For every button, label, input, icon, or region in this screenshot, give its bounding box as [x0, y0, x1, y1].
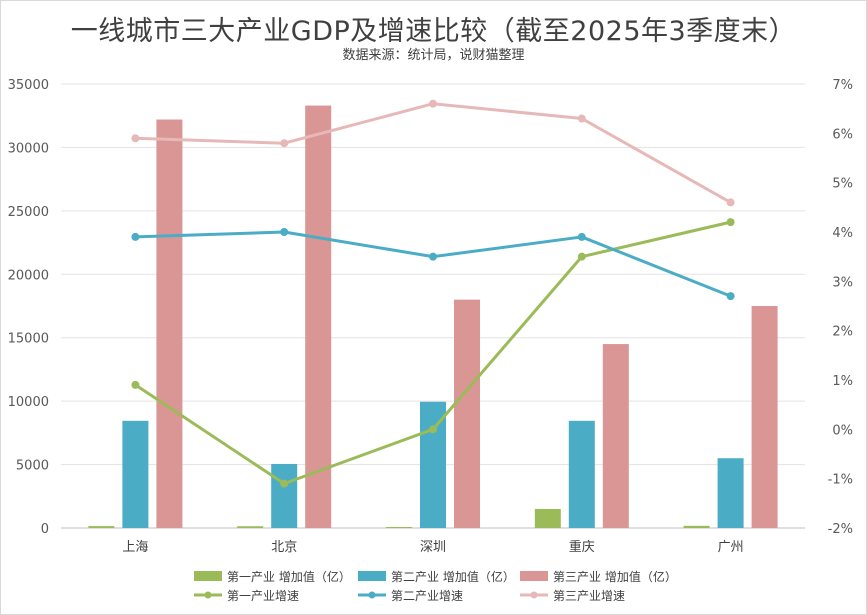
legend-label: 第三产业增速	[553, 589, 625, 603]
line-point-series-2	[131, 232, 140, 241]
line-point-series-3	[280, 139, 289, 148]
right-axis-tick-label: 4%	[832, 226, 853, 241]
legend-swatch-marker-1	[204, 591, 212, 599]
left-axis-tick-label: 5000	[16, 459, 49, 474]
line-point-series-1	[726, 218, 735, 227]
left-axis-tick-label: 0	[41, 522, 49, 537]
x-axis-category-label: 北京	[271, 540, 297, 555]
right-axis-tick-label: 0%	[832, 423, 853, 438]
bar-series-2	[420, 401, 446, 528]
legend-swatch-bar-3	[520, 571, 548, 581]
bar-series-2	[568, 420, 595, 528]
line-point-series-1	[131, 380, 140, 389]
x-axis-category-label: 重庆	[569, 539, 595, 555]
bar-series-2	[122, 420, 149, 528]
left-axis-tick-label: 10000	[8, 395, 49, 410]
line-point-series-2	[429, 252, 437, 261]
bar-series-2	[271, 463, 298, 528]
right-axis-tick-label: 6%	[832, 127, 853, 142]
left-axis-tick-label: 25000	[8, 205, 49, 220]
left-axis-tick-label: 20000	[8, 268, 49, 283]
legend-swatch-bar-2	[358, 571, 386, 581]
right-axis-tick-label: 2%	[832, 325, 853, 340]
line-series-3	[133, 102, 733, 204]
bar-series-3	[602, 344, 629, 528]
bar-series-1	[534, 508, 561, 528]
chart-title: 一线城市三大产业GDP及增速比较（截至2025年3季度末）	[70, 16, 797, 47]
legend-label: 第一产业增速	[227, 589, 299, 603]
x-axis-category-label: 广州	[718, 540, 744, 555]
bar-series-3	[751, 306, 778, 528]
right-axis-tick-label: -1%	[828, 473, 853, 488]
line-point-series-2	[280, 228, 289, 236]
right-axis-tick-label: 1%	[832, 374, 853, 389]
bar-series-3	[156, 119, 183, 529]
right-axis-tick-label: 7%	[832, 78, 853, 93]
line-point-series-3	[429, 99, 437, 108]
legend-swatch-marker-3	[530, 591, 538, 599]
right-axis-tick-label: 3%	[832, 275, 853, 290]
legend-label: 第一产业 增加值（亿）	[227, 569, 351, 584]
bar-series-3	[305, 105, 332, 529]
bar-series-3	[454, 299, 480, 528]
bar-series-2	[717, 458, 744, 528]
line-point-series-3	[726, 198, 735, 207]
line-point-series-3	[131, 134, 140, 143]
bar-series-1	[683, 525, 710, 528]
line-point-series-3	[577, 114, 586, 123]
right-axis-tick-label: 5%	[832, 177, 853, 192]
x-axis-category-label: 上海	[122, 540, 148, 555]
legend-label: 第二产业 增加值（亿）	[391, 569, 515, 584]
legend-label: 第三产业 增加值（亿）	[553, 569, 677, 584]
x-axis-category-label: 深圳	[420, 540, 446, 555]
bar-series-1	[386, 526, 412, 528]
legend-label: 第二产业增速	[391, 589, 463, 603]
left-axis-tick-label: 35000	[8, 78, 49, 93]
legend-swatch-marker-2	[368, 591, 376, 599]
line-point-series-1	[577, 252, 586, 261]
right-axis-tick-label: -2%	[828, 522, 853, 537]
left-axis-tick-label: 15000	[8, 332, 49, 347]
line-point-series-1	[429, 425, 437, 434]
bar-series-1	[237, 526, 264, 528]
legend-swatch-bar-1	[194, 571, 222, 581]
line-point-series-2	[577, 232, 586, 241]
bar-series-1	[88, 526, 115, 528]
line-point-series-2	[726, 292, 735, 301]
left-axis-tick-label: 30000	[8, 141, 49, 156]
line-point-series-1	[280, 479, 289, 488]
chart-subtitle: 数据来源：统计局，说财猫整理	[342, 48, 525, 63]
